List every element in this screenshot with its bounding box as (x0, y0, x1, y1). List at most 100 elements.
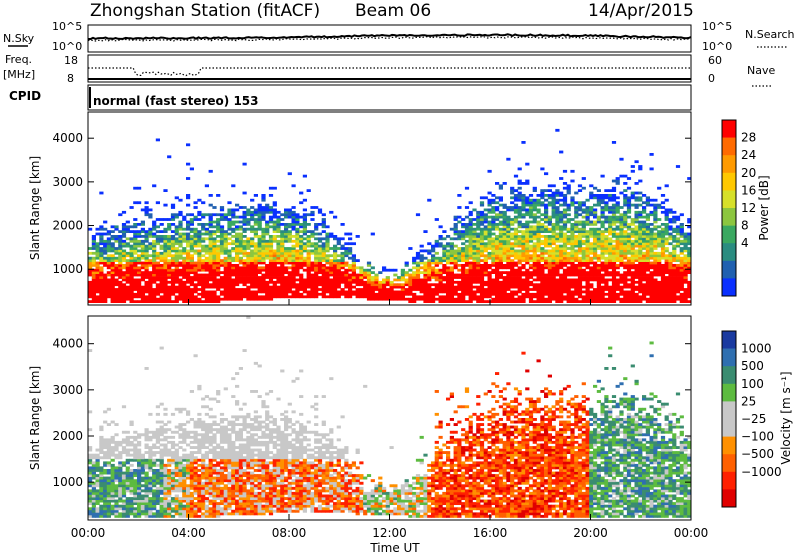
power-cells-cell (125, 261, 130, 265)
power-cells-cell (152, 273, 157, 277)
power-cells-cell (672, 237, 677, 241)
power-cells-cell (167, 155, 172, 159)
power-cells-cell (148, 261, 153, 265)
power-cells-cell (623, 194, 628, 197)
power-cells-cell (238, 249, 243, 253)
power-cells-cell (679, 239, 684, 243)
power-cells-cell (604, 227, 609, 231)
power-cells-cell (683, 280, 688, 284)
power-cells-cell (235, 256, 240, 260)
power-cells-cell (355, 259, 360, 262)
power-cells-cell (140, 273, 145, 277)
power-cells-cell (95, 271, 100, 274)
power-cells-cell (679, 300, 684, 303)
power-cells-cell (472, 247, 477, 250)
power-cells-cell (521, 203, 526, 207)
power-cells-cell (668, 297, 673, 301)
power-cells-cell (155, 237, 160, 241)
power-cells-cell (574, 225, 579, 229)
power-cells-cell (280, 273, 285, 277)
power-cells-cell (314, 247, 319, 250)
power-cells-cell (212, 300, 217, 303)
power-cells-cell (517, 179, 522, 183)
power-cells-cell (321, 244, 326, 248)
power-cells-cell (528, 225, 534, 229)
power-cells-cell (118, 254, 123, 258)
power-cells-cell (257, 251, 262, 255)
vel-cells-cell (91, 512, 96, 516)
power-cells-cell (287, 280, 292, 284)
power-cells-cell (351, 276, 356, 279)
power-cells-cell (400, 290, 405, 294)
power-cells-cell (559, 261, 564, 265)
power-cells-cell (250, 237, 255, 241)
power-cells-cell (660, 268, 666, 272)
power-cells-cell (446, 266, 451, 270)
power-cells-cell (585, 251, 590, 255)
power-cells-cell (284, 278, 289, 282)
power-cells-cell (261, 237, 266, 241)
power-cells-cell (329, 278, 334, 282)
power-cells-cell (626, 235, 632, 238)
power-cells-cell (302, 227, 307, 231)
power-cells-cell (536, 273, 541, 277)
power-cells-cell (600, 235, 605, 238)
power-cells-cell (634, 235, 639, 238)
power-cells-cell (521, 244, 526, 248)
power-cells-cell (287, 285, 292, 289)
power-cells-cell (487, 283, 492, 287)
power-cells-cell (235, 247, 240, 250)
power-cells-cell (604, 237, 609, 241)
power-cells-cell (152, 235, 157, 238)
power-cells-cell (544, 300, 549, 303)
power-cells-cell (152, 223, 157, 226)
power-cells-cell (577, 290, 583, 294)
power-cells-cell (513, 261, 519, 265)
vel-cells-cell (103, 476, 108, 480)
power-cells-cell (536, 223, 541, 226)
power-cells-cell (310, 261, 315, 265)
power-cells-cell (483, 235, 488, 238)
power-cells-cell (412, 283, 417, 287)
power-cells-cell (212, 213, 217, 217)
power-cells-cell (178, 268, 183, 272)
power-cells-cell (555, 232, 560, 236)
power-cells-cell (344, 251, 349, 255)
power-cells-cell (253, 280, 258, 284)
power-cells-cell (468, 247, 473, 250)
power-cells-cell (464, 256, 470, 260)
power-cells-cell (186, 292, 191, 296)
power-cells-cell (159, 247, 164, 250)
power-cells-cell (208, 264, 213, 267)
power-cells-cell (268, 251, 274, 255)
vel-cells-cell (114, 499, 119, 503)
power-cells-cell (91, 251, 96, 255)
power-cells-cell (121, 266, 127, 270)
power-cells-cell (110, 237, 115, 241)
power-cells-cell (532, 259, 537, 262)
power-cells-cell (638, 244, 643, 248)
power-cells-cell (231, 242, 236, 246)
power-cells-cell (461, 278, 466, 282)
power-cells-cell (457, 249, 462, 253)
power-cells-cell (137, 186, 142, 190)
power-cells-cell (272, 237, 277, 241)
power-cells-cell (525, 295, 530, 299)
power-cells-cell (611, 198, 617, 202)
power-cells-cell (589, 292, 594, 296)
power-cells-cell (167, 223, 172, 226)
power-cells-cell (513, 290, 519, 294)
power-cells-cell (653, 271, 658, 274)
power-cells-cell (197, 254, 202, 258)
power-cells-cell (679, 247, 684, 250)
power-cells-cell (438, 237, 443, 241)
power-cells-cell (593, 254, 598, 258)
power-cells-cell (468, 271, 473, 274)
power-cells-cell (219, 206, 225, 209)
power-cells-cell (197, 249, 202, 253)
power-cells-cell (562, 215, 568, 219)
power-cells-cell (144, 232, 149, 236)
power-cells-cell (306, 249, 311, 253)
vel-cells-cell (110, 435, 115, 439)
power-cells-cell (295, 220, 300, 224)
